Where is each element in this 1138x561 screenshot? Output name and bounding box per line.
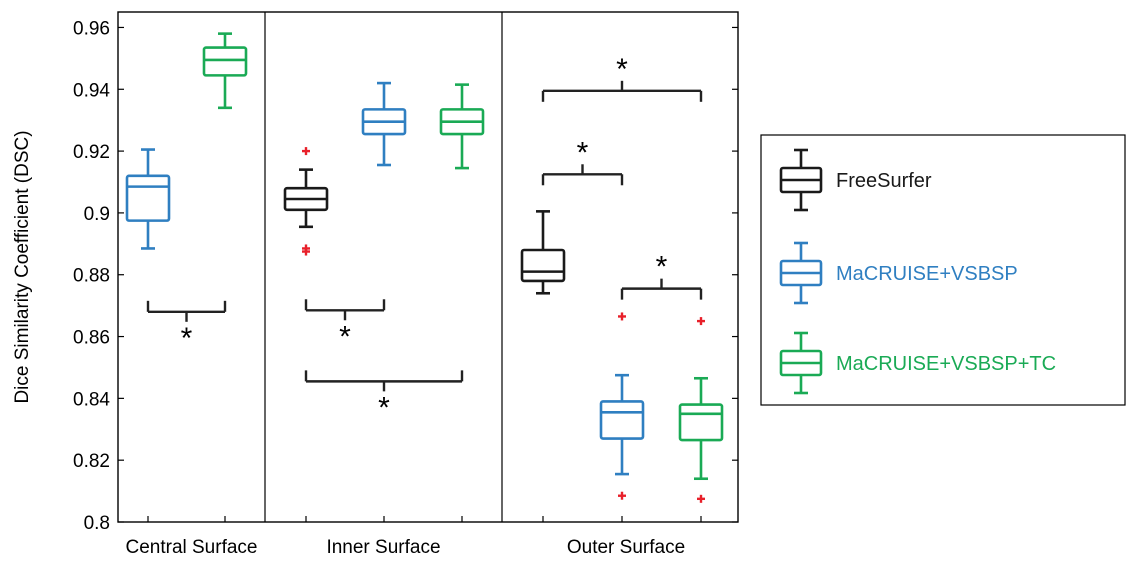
box-freesurfer bbox=[283, 147, 329, 256]
legend: FreeSurfer MaCRUISE+VSBSP MaCRUISE+VSBSP+T… bbox=[760, 134, 1126, 406]
significance-marker: * bbox=[339, 320, 351, 353]
significance-marker: * bbox=[378, 391, 390, 424]
significance-bracket: * bbox=[541, 53, 703, 102]
legend-label: FreeSurfer bbox=[836, 170, 932, 192]
group-dividers bbox=[264, 12, 503, 522]
box-macruise-vsbsp bbox=[125, 148, 171, 250]
outlier-point bbox=[697, 494, 705, 503]
legend-item: MaCRUISE+VSBSP+TC bbox=[779, 331, 1056, 395]
significance-bracket: * bbox=[541, 136, 624, 186]
box-macruise-vsbsp-tc bbox=[202, 32, 248, 110]
significance-bracket: * bbox=[304, 370, 464, 424]
legend-swatch bbox=[779, 331, 823, 395]
y-tick-label: 0.94 bbox=[73, 80, 110, 101]
y-tick-label: 0.96 bbox=[73, 18, 110, 39]
x-axis: Central Surface Inner Surface Outer Surfac… bbox=[125, 516, 702, 558]
boxes bbox=[125, 32, 724, 503]
significance-brackets: * * * * * * bbox=[146, 53, 703, 424]
y-tick-label: 0.82 bbox=[73, 451, 110, 472]
significance-marker: * bbox=[616, 53, 628, 86]
legend-label: MaCRUISE+VSBSP bbox=[836, 263, 1018, 285]
legend-label: MaCRUISE+VSBSP+TC bbox=[836, 353, 1056, 375]
y-tick-label: 0.84 bbox=[73, 389, 110, 410]
outlier-point bbox=[697, 317, 705, 326]
box-macruise-vsbsp bbox=[599, 312, 645, 500]
box-body bbox=[520, 248, 566, 283]
legend-swatch bbox=[779, 241, 823, 305]
y-tick-label: 0.8 bbox=[84, 513, 110, 534]
box-macruise-vsbsp-tc bbox=[439, 83, 485, 170]
outlier-point bbox=[302, 247, 310, 256]
significance-marker: * bbox=[577, 136, 589, 169]
y-axis-label: Dice Similarity Coefficient (DSC) bbox=[12, 130, 33, 403]
box-body bbox=[678, 403, 724, 442]
x-group-label: Outer Surface bbox=[567, 537, 685, 558]
y-tick-label: 0.88 bbox=[73, 266, 110, 287]
legend-item: MaCRUISE+VSBSP bbox=[779, 241, 1018, 305]
legend-item: FreeSurfer bbox=[779, 148, 932, 212]
significance-bracket: * bbox=[304, 299, 386, 353]
significance-marker: * bbox=[656, 251, 668, 284]
outlier-point bbox=[618, 491, 626, 500]
significance-bracket: * bbox=[146, 300, 227, 355]
box-macruise-vsbsp-tc bbox=[678, 317, 724, 503]
y-tick-label: 0.92 bbox=[73, 142, 110, 163]
y-tick-label: 0.86 bbox=[73, 328, 110, 349]
outlier-point bbox=[618, 312, 626, 321]
box-freesurfer bbox=[520, 210, 566, 295]
box-body bbox=[202, 46, 248, 77]
box-macruise-vsbsp bbox=[361, 81, 407, 167]
significance-bracket: * bbox=[620, 251, 703, 300]
box-body bbox=[125, 174, 171, 222]
box-body bbox=[599, 400, 645, 440]
plot-area-frame bbox=[117, 11, 739, 523]
legend-swatch bbox=[779, 148, 823, 212]
y-axis: 0.8 0.82 0.84 0.86 0.88 0.9 0.92 0.94 0.96 bbox=[73, 18, 738, 534]
significance-marker: * bbox=[181, 322, 193, 355]
y-tick-label: 0.9 bbox=[84, 204, 110, 225]
outlier-point bbox=[302, 147, 310, 156]
x-group-label: Central Surface bbox=[125, 537, 257, 558]
x-group-label: Inner Surface bbox=[326, 537, 440, 558]
